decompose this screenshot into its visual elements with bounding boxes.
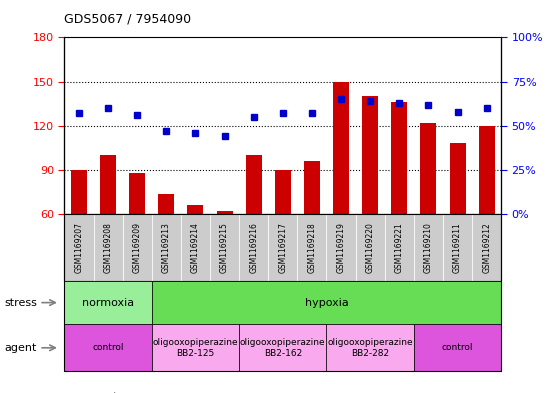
Text: count: count bbox=[87, 392, 118, 393]
Text: GSM1169210: GSM1169210 bbox=[424, 222, 433, 273]
Bar bbox=[304, 161, 320, 214]
Text: GSM1169214: GSM1169214 bbox=[191, 222, 200, 273]
Bar bbox=[246, 155, 262, 214]
Bar bbox=[71, 170, 87, 214]
Text: GSM1169217: GSM1169217 bbox=[278, 222, 287, 273]
Text: GSM1169209: GSM1169209 bbox=[133, 222, 142, 273]
Text: GSM1169219: GSM1169219 bbox=[337, 222, 346, 273]
Text: stress: stress bbox=[4, 298, 38, 308]
Bar bbox=[275, 170, 291, 214]
Text: oligooxopiperazine
BB2-162: oligooxopiperazine BB2-162 bbox=[240, 338, 325, 358]
Text: GSM1169218: GSM1169218 bbox=[307, 222, 316, 273]
Bar bbox=[450, 143, 465, 214]
Bar bbox=[129, 173, 145, 214]
Text: GSM1169212: GSM1169212 bbox=[482, 222, 491, 273]
Text: GSM1169221: GSM1169221 bbox=[395, 222, 404, 273]
Text: GSM1169220: GSM1169220 bbox=[366, 222, 375, 273]
Text: GDS5067 / 7954090: GDS5067 / 7954090 bbox=[64, 13, 192, 26]
Text: hypoxia: hypoxia bbox=[305, 298, 348, 308]
Text: oligooxopiperazine
BB2-125: oligooxopiperazine BB2-125 bbox=[153, 338, 238, 358]
Bar bbox=[217, 211, 232, 214]
Text: GSM1169216: GSM1169216 bbox=[249, 222, 258, 273]
Text: GSM1169215: GSM1169215 bbox=[220, 222, 229, 273]
Bar bbox=[158, 193, 174, 214]
Bar bbox=[479, 126, 494, 214]
Text: GSM1169207: GSM1169207 bbox=[74, 222, 83, 273]
Text: control: control bbox=[92, 343, 124, 352]
Text: GSM1169211: GSM1169211 bbox=[453, 222, 462, 273]
Bar bbox=[333, 82, 349, 214]
Text: agent: agent bbox=[4, 343, 37, 353]
Bar bbox=[391, 102, 407, 214]
Text: ■: ■ bbox=[64, 390, 76, 393]
Bar bbox=[421, 123, 436, 214]
Bar bbox=[188, 205, 203, 214]
Text: oligooxopiperazine
BB2-282: oligooxopiperazine BB2-282 bbox=[328, 338, 413, 358]
Text: control: control bbox=[442, 343, 473, 352]
Text: normoxia: normoxia bbox=[82, 298, 134, 308]
Text: GSM1169208: GSM1169208 bbox=[104, 222, 113, 273]
Bar bbox=[100, 155, 116, 214]
Bar bbox=[362, 96, 378, 214]
Text: GSM1169213: GSM1169213 bbox=[162, 222, 171, 273]
